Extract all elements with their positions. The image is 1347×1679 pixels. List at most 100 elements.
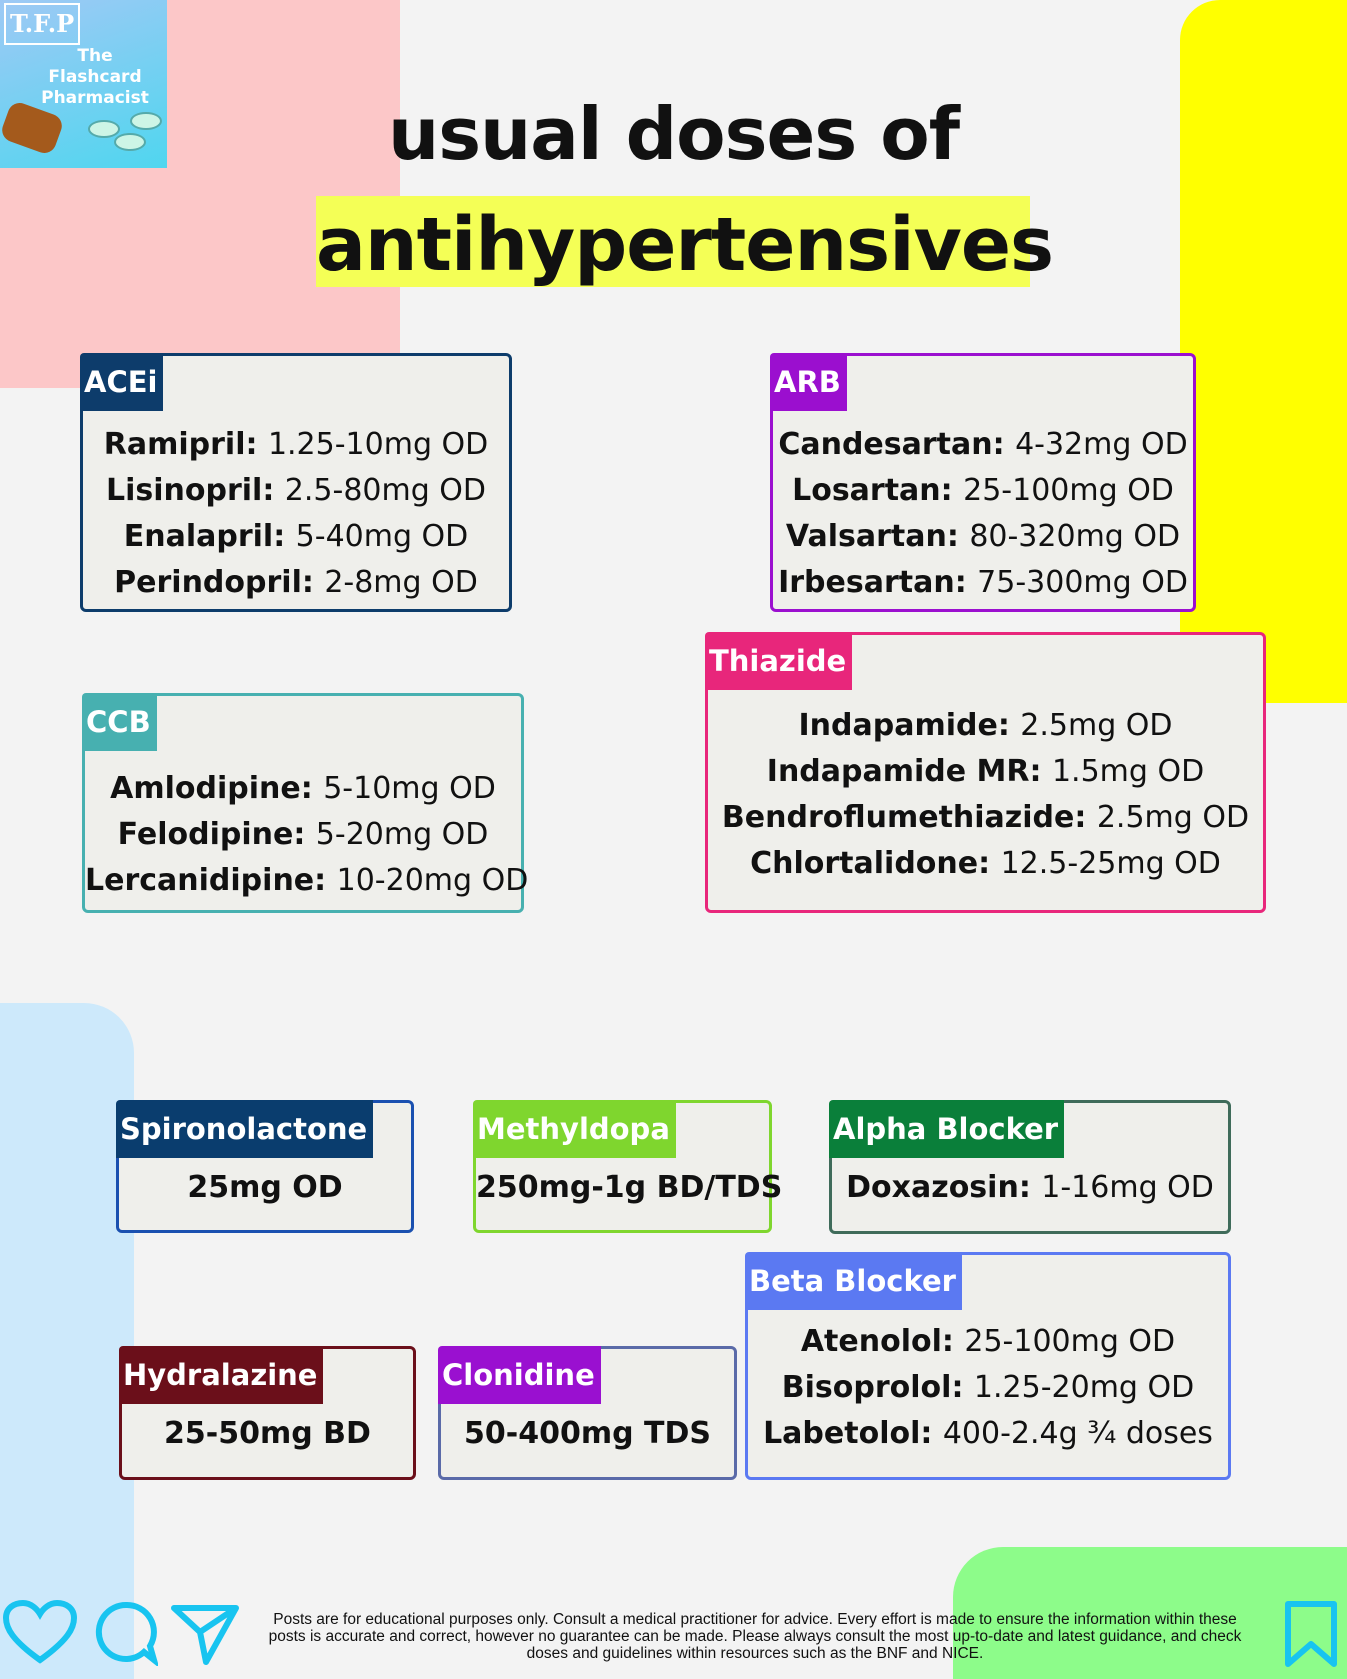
- category-tag: Methyldopa: [473, 1100, 676, 1158]
- thiazide-card: Thiazide Indapamide: 2.5mg OD Indapamide M…: [705, 632, 1266, 913]
- dose-row: Indapamide MR: 1.5mg OD: [708, 749, 1263, 795]
- drug-name: Indapamide: [798, 708, 998, 743]
- separator: :: [314, 863, 337, 898]
- dose-value: 2.5mg OD: [1020, 708, 1173, 743]
- beta-blocker-card: Beta Blocker Atenolol: 25-100mg OD Bisopro…: [745, 1252, 1231, 1480]
- separator: :: [1018, 1170, 1042, 1205]
- dose-list: Candesartan: 4-32mg OD Losartan: 25-100mg…: [773, 422, 1193, 606]
- dose-list: 25mg OD: [119, 1165, 411, 1211]
- dose-value: 2.5-80mg OD: [284, 473, 487, 508]
- separator: :: [941, 1324, 965, 1359]
- dose-row: Felodipine: 5-20mg OD: [85, 812, 521, 858]
- dose-row: Candesartan: 4-32mg OD: [773, 422, 1193, 468]
- dose-value: 80-320mg OD: [969, 519, 1181, 554]
- drug-name: Irbesartan: [778, 565, 955, 600]
- drug-name: Felodipine: [117, 817, 294, 852]
- bookmark-icon[interactable]: [1284, 1600, 1338, 1668]
- drug-name: Labetolol: [763, 1416, 921, 1451]
- title-highlight: [316, 196, 1030, 287]
- dose-value: 25-100mg OD: [963, 473, 1174, 508]
- category-tag: ARB: [770, 353, 847, 411]
- dose-row: Losartan: 25-100mg OD: [773, 468, 1193, 514]
- separator: :: [245, 427, 268, 462]
- drug-name: Doxazosin: [846, 1170, 1019, 1205]
- methyldopa-card: Methyldopa 250mg-1g BD/TDS: [473, 1100, 782, 1233]
- yellow-background-block: [1180, 0, 1347, 703]
- separator: :: [951, 1370, 974, 1405]
- separator: :: [273, 519, 296, 554]
- drug-name: Bisoprolol: [781, 1370, 952, 1405]
- dose-row: Labetolol: 400-2.4g ¾ doses: [748, 1411, 1228, 1457]
- dose-value: 5-10mg OD: [323, 771, 496, 806]
- dose-list: Ramipril: 1.25-10mg OD Lisinopril: 2.5-80…: [83, 422, 509, 606]
- separator: :: [920, 1416, 943, 1451]
- dose-row: Doxazosin: 1-16mg OD: [832, 1165, 1228, 1211]
- send-icon[interactable]: [170, 1600, 240, 1666]
- tablet-icon: [114, 133, 146, 151]
- drug-name: Ramipril: [103, 427, 246, 462]
- dose-value: 1-16mg OD: [1041, 1170, 1214, 1205]
- dose-value: 2.5mg OD: [1096, 800, 1250, 835]
- dose-row: Irbesartan: 75-300mg OD: [773, 560, 1193, 606]
- blue-background-block: [0, 1003, 134, 1679]
- dose-list: Indapamide: 2.5mg OD Indapamide MR: 1.5mg…: [708, 703, 1263, 887]
- green-background-block: [953, 1547, 1347, 1679]
- dose-row: Bisoprolol: 1.25-20mg OD: [748, 1365, 1228, 1411]
- heart-icon[interactable]: [2, 1600, 78, 1666]
- separator: :: [1074, 800, 1097, 835]
- separator: :: [954, 565, 978, 600]
- logo-line: Pharmacist: [41, 88, 149, 108]
- category-tag: Clonidine: [438, 1346, 601, 1404]
- ccb-card: CCB Amlodipine: 5-10mg OD Felodipine: 5-20…: [82, 693, 528, 913]
- dose-list: Atenolol: 25-100mg OD Bisoprolol: 1.25-20…: [748, 1319, 1228, 1457]
- logo-line: The: [77, 46, 113, 66]
- logo-line: Flashcard: [48, 67, 142, 87]
- drug-name: Valsartan: [785, 519, 947, 554]
- dose-row: Valsartan: 80-320mg OD: [773, 514, 1193, 560]
- category-tag: Beta Blocker: [745, 1252, 962, 1310]
- dose-list: 50-400mg TDS: [441, 1411, 734, 1457]
- dose-value: 5-40mg OD: [295, 519, 469, 554]
- acei-card: ACEi Ramipril: 1.25-10mg OD Lisinopril: 2.…: [80, 353, 512, 612]
- dose-value: 50-400mg TDS: [464, 1416, 711, 1451]
- separator: :: [992, 427, 1016, 462]
- dose-value: 5-20mg OD: [315, 817, 489, 852]
- category-tag: CCB: [82, 693, 157, 751]
- dose-row: Perindopril: 2-8mg OD: [83, 560, 509, 606]
- dose-value: 10-20mg OD: [336, 863, 529, 898]
- separator: :: [997, 708, 1021, 743]
- dose-row: Ramipril: 1.25-10mg OD: [83, 422, 509, 468]
- dose-row: Atenolol: 25-100mg OD: [748, 1319, 1228, 1365]
- dose-list: Doxazosin: 1-16mg OD: [832, 1165, 1228, 1211]
- separator: :: [293, 817, 316, 852]
- dose-value: 4-32mg OD: [1015, 427, 1188, 462]
- drug-name: Amlodipine: [110, 771, 301, 806]
- category-tag: Hydralazine: [119, 1346, 324, 1404]
- drug-name: Enalapril: [123, 519, 274, 554]
- dose-row: Lercanidipine: 10-20mg OD: [85, 858, 528, 904]
- title-line-1: usual doses of: [387, 92, 960, 176]
- hydralazine-card: Hydralazine 25-50mg BD: [119, 1346, 416, 1480]
- dose-value: 400-2.4g ¾ doses: [942, 1416, 1213, 1451]
- drug-name: Bendroflumethiazide: [721, 800, 1075, 835]
- drug-name: Perindopril: [114, 565, 302, 600]
- dose-row: Enalapril: 5-40mg OD: [83, 514, 509, 560]
- category-tag: ACEi: [80, 353, 164, 411]
- category-tag: Spironolactone: [116, 1100, 374, 1158]
- logo: T.F.P The Flashcard Pharmacist: [0, 0, 167, 168]
- clonidine-card: Clonidine 50-400mg TDS: [438, 1346, 737, 1480]
- category-tag: Alpha Blocker: [829, 1100, 1065, 1158]
- dose-list: 250mg-1g BD/TDS: [476, 1165, 782, 1211]
- dose-list: Amlodipine: 5-10mg OD Felodipine: 5-20mg …: [85, 766, 528, 904]
- dose-row: Amlodipine: 5-10mg OD: [85, 766, 521, 812]
- dose-row: Lisinopril: 2.5-80mg OD: [83, 468, 509, 514]
- alpha-blocker-card: Alpha Blocker Doxazosin: 1-16mg OD: [829, 1100, 1231, 1234]
- dose-value: 12.5-25mg OD: [1000, 846, 1221, 881]
- dose-value: 2-8mg OD: [324, 565, 478, 600]
- disclaimer: Posts are for educational purposes only.…: [268, 1611, 1242, 1662]
- drug-name: Chlortalidone: [750, 846, 979, 881]
- dose-value: 75-300mg OD: [977, 565, 1188, 600]
- title-line-2: antihypertensives: [316, 202, 1054, 288]
- comment-icon[interactable]: [94, 1600, 158, 1666]
- separator: :: [262, 473, 285, 508]
